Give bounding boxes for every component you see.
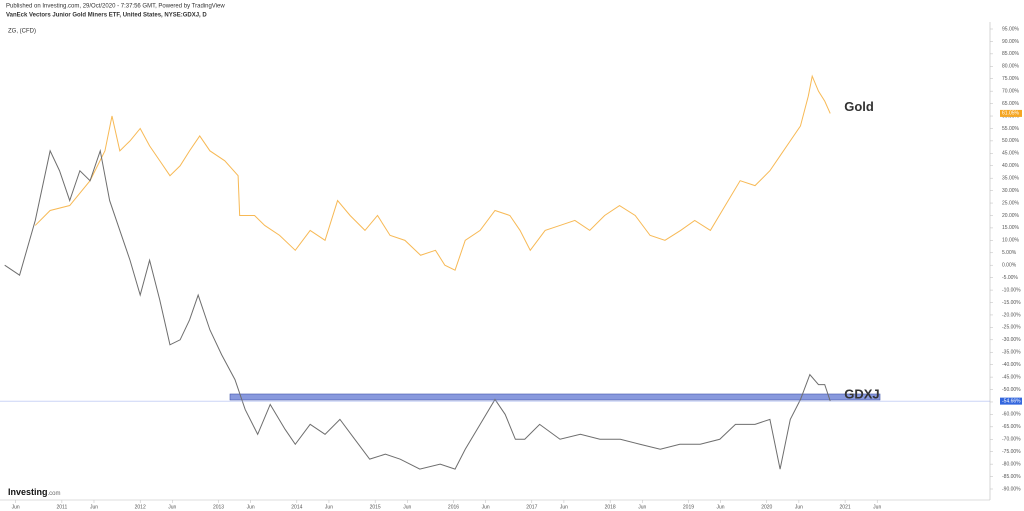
x-tick-label: 2015 — [370, 504, 381, 510]
x-tick-label: 2013 — [213, 504, 224, 510]
x-tick-label: Jun — [247, 504, 255, 510]
y-tick-label: -45.00% — [1002, 374, 1021, 380]
x-tick-label: 2016 — [448, 504, 459, 510]
y-tick-label: 55.00% — [1002, 126, 1020, 132]
y-tick-label: 20.00% — [1002, 213, 1020, 219]
x-tick-label: Jun — [482, 504, 490, 510]
x-tick-label: Jun — [403, 504, 411, 510]
y-tick-label: 50.00% — [1002, 138, 1020, 144]
x-tick-label: Jun — [325, 504, 333, 510]
x-tick-label: 2020 — [761, 504, 772, 510]
y-tick-label: -10.00% — [1002, 287, 1021, 293]
y-tick-label: 45.00% — [1002, 151, 1020, 157]
last-value-label: 61.05% — [1002, 111, 1020, 117]
logo-main: Investing — [8, 487, 48, 497]
y-tick-label: 35.00% — [1002, 176, 1020, 182]
logo: Investing.com — [8, 487, 61, 497]
x-tick-label: Jun — [12, 504, 20, 510]
y-tick-label: -80.00% — [1002, 461, 1021, 467]
y-tick-label: 10.00% — [1002, 238, 1020, 244]
y-tick-label: 25.00% — [1002, 200, 1020, 206]
y-tick-label: 5.00% — [1002, 250, 1017, 256]
x-tick-label: Jun — [873, 504, 881, 510]
published-note: Published on Investing.com, 29/Oct/2020 … — [6, 4, 225, 10]
x-tick-label: 2018 — [605, 504, 616, 510]
x-tick-label: Jun — [560, 504, 568, 510]
y-tick-label: -60.00% — [1002, 412, 1021, 418]
last-value-label: -54.66% — [1002, 398, 1021, 404]
y-tick-label: -70.00% — [1002, 437, 1021, 443]
y-tick-label: -25.00% — [1002, 325, 1021, 331]
overlay-label: ZG, (CFD) — [8, 29, 36, 35]
x-tick-label: Jun — [168, 504, 176, 510]
y-tick-label: 70.00% — [1002, 88, 1020, 94]
x-tick-label: 2011 — [56, 504, 67, 510]
x-tick-label: 2017 — [526, 504, 537, 510]
y-tick-label: -35.00% — [1002, 350, 1021, 356]
y-tick-label: 95.00% — [1002, 26, 1020, 32]
y-tick-label: -50.00% — [1002, 387, 1021, 393]
y-tick-label: 80.00% — [1002, 64, 1020, 70]
x-tick-label: Jun — [717, 504, 725, 510]
series-line — [34, 74, 831, 271]
y-tick-label: -20.00% — [1002, 312, 1021, 318]
y-tick-label: -75.00% — [1002, 449, 1021, 455]
logo-suffix: .com — [48, 491, 61, 497]
instrument-title: VanEck Vectors Junior Gold Miners ETF, U… — [6, 13, 207, 19]
y-tick-label: 85.00% — [1002, 51, 1020, 57]
x-tick-label: Jun — [638, 504, 646, 510]
y-tick-label: 40.00% — [1002, 163, 1020, 169]
x-tick-label: 2019 — [683, 504, 694, 510]
last-value-box — [1000, 109, 1022, 117]
last-value-box — [1000, 397, 1022, 405]
y-tick-label: -30.00% — [1002, 337, 1021, 343]
y-tick-label: 90.00% — [1002, 39, 1020, 45]
y-tick-label: 75.00% — [1002, 76, 1020, 82]
y-tick-label: -65.00% — [1002, 424, 1021, 430]
y-tick-label: -15.00% — [1002, 300, 1021, 306]
series-name: Gold — [844, 99, 874, 114]
series-name: GDXJ — [844, 387, 879, 402]
x-tick-label: 2012 — [135, 504, 146, 510]
y-tick-label: 30.00% — [1002, 188, 1020, 194]
y-tick-label: -85.00% — [1002, 474, 1021, 480]
support-zone — [229, 393, 881, 401]
x-tick-label: 2021 — [840, 504, 851, 510]
y-tick-label: -5.00% — [1002, 275, 1018, 281]
y-tick-label: -90.00% — [1002, 486, 1021, 492]
x-tick-label: Jun — [90, 504, 98, 510]
y-tick-label: -40.00% — [1002, 362, 1021, 368]
x-tick-label: Jun — [795, 504, 803, 510]
x-tick-label: 2014 — [291, 504, 302, 510]
series-line — [4, 148, 831, 470]
y-tick-label: 15.00% — [1002, 225, 1020, 231]
y-tick-label: 65.00% — [1002, 101, 1020, 107]
y-tick-label: 0.00% — [1002, 263, 1017, 269]
